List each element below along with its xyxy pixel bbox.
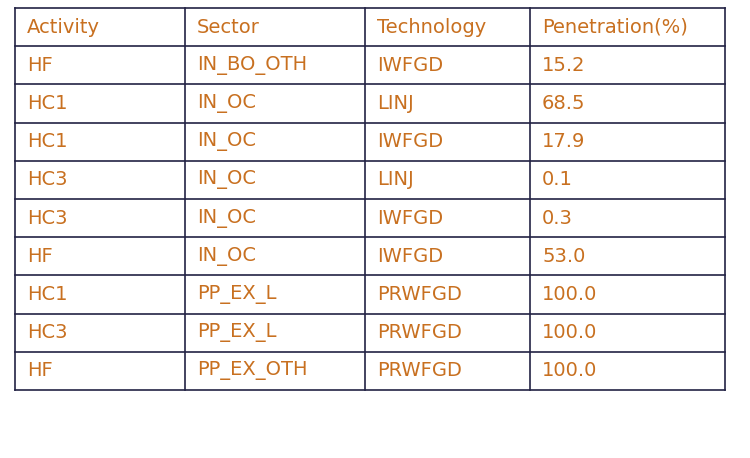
- Text: HC3: HC3: [27, 323, 68, 342]
- Text: HC1: HC1: [27, 94, 68, 113]
- Text: IWFGD: IWFGD: [377, 132, 443, 151]
- Text: IN_OC: IN_OC: [197, 170, 256, 190]
- Text: IN_OC: IN_OC: [197, 132, 256, 151]
- Text: Activity: Activity: [27, 17, 100, 37]
- Text: Technology: Technology: [377, 17, 486, 37]
- Text: HC3: HC3: [27, 208, 68, 228]
- Text: HC3: HC3: [27, 170, 68, 190]
- Text: HF: HF: [27, 56, 52, 75]
- Text: PRWFGD: PRWFGD: [377, 361, 462, 381]
- Text: 100.0: 100.0: [542, 323, 597, 342]
- Text: 100.0: 100.0: [542, 285, 597, 304]
- Text: HC1: HC1: [27, 285, 68, 304]
- Text: HF: HF: [27, 247, 52, 266]
- Text: 0.1: 0.1: [542, 170, 573, 190]
- Text: Penetration(%): Penetration(%): [542, 17, 688, 37]
- Text: IN_OC: IN_OC: [197, 94, 256, 113]
- Text: 15.2: 15.2: [542, 56, 586, 75]
- Text: PP_EX_OTH: PP_EX_OTH: [197, 361, 308, 381]
- Text: Sector: Sector: [197, 17, 260, 37]
- Text: PRWFGD: PRWFGD: [377, 323, 462, 342]
- Text: 68.5: 68.5: [542, 94, 586, 113]
- Text: LINJ: LINJ: [377, 170, 414, 190]
- Text: PP_EX_L: PP_EX_L: [197, 323, 277, 342]
- Text: 53.0: 53.0: [542, 247, 585, 266]
- Text: IN_BO_OTH: IN_BO_OTH: [197, 56, 308, 75]
- Text: IN_OC: IN_OC: [197, 208, 256, 228]
- Text: LINJ: LINJ: [377, 94, 414, 113]
- Text: PP_EX_L: PP_EX_L: [197, 285, 277, 304]
- Text: HF: HF: [27, 361, 52, 381]
- Text: IWFGD: IWFGD: [377, 56, 443, 75]
- Text: IN_OC: IN_OC: [197, 247, 256, 266]
- Text: 0.3: 0.3: [542, 208, 573, 228]
- Text: 17.9: 17.9: [542, 132, 585, 151]
- Text: 100.0: 100.0: [542, 361, 597, 381]
- Text: PRWFGD: PRWFGD: [377, 285, 462, 304]
- Text: HC1: HC1: [27, 132, 68, 151]
- Text: IWFGD: IWFGD: [377, 208, 443, 228]
- Text: IWFGD: IWFGD: [377, 247, 443, 266]
